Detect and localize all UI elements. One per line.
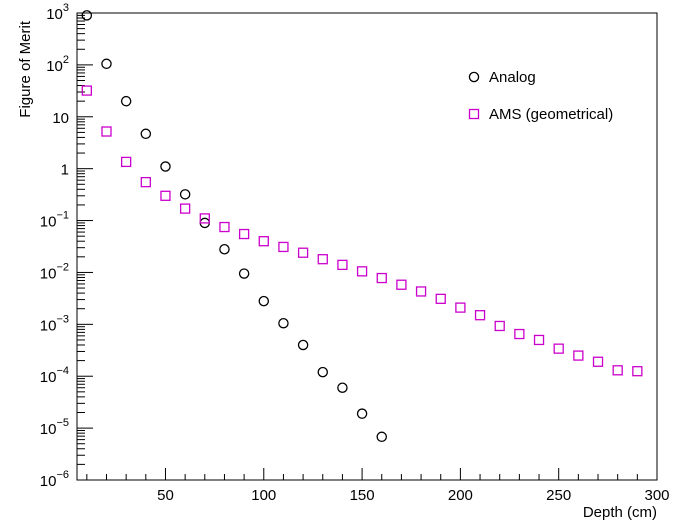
x-tick-label: 150 bbox=[350, 487, 375, 504]
ams-point bbox=[258, 236, 269, 247]
ams-point bbox=[199, 213, 210, 224]
analog-point bbox=[297, 339, 309, 351]
analog-point bbox=[160, 161, 171, 172]
analog-point bbox=[120, 95, 132, 107]
ams-point bbox=[376, 272, 387, 284]
ams-point bbox=[553, 343, 564, 354]
analog-point bbox=[140, 128, 152, 140]
axis-ticks bbox=[77, 12, 658, 481]
series-ams bbox=[81, 85, 643, 377]
y-tick-label: 102 bbox=[46, 54, 69, 75]
x-tick-label: 100 bbox=[251, 487, 276, 504]
y-tick-label: 10−2 bbox=[40, 261, 69, 282]
y-axis-label: Figure of Merit bbox=[17, 20, 34, 118]
ams-point bbox=[278, 241, 289, 253]
y-tick-label: 1 bbox=[61, 162, 69, 179]
legend: Analog AMS (geometrical) bbox=[468, 69, 613, 123]
tick-labels: 50 100 150 200 250 300 10−6 10−5 10−4 10−3 10−2 10−… bbox=[40, 2, 670, 504]
analog-point bbox=[356, 408, 368, 419]
analog-point bbox=[337, 382, 348, 393]
ams-point bbox=[297, 247, 309, 258]
y-tick-label: 10−5 bbox=[40, 417, 69, 438]
ams-point bbox=[435, 293, 446, 304]
ams-point bbox=[219, 221, 230, 233]
analog-point bbox=[219, 243, 230, 255]
ams-point bbox=[179, 203, 191, 214]
ams-point bbox=[356, 266, 368, 277]
ams-point bbox=[455, 302, 466, 313]
legend-ams-marker bbox=[468, 108, 480, 120]
ams-point bbox=[494, 320, 505, 332]
legend-analog-marker bbox=[468, 71, 480, 83]
ams-point bbox=[415, 286, 427, 297]
data-marks bbox=[81, 10, 643, 443]
y-tick-label: 103 bbox=[46, 2, 69, 23]
analog-point bbox=[278, 317, 289, 329]
ams-point bbox=[317, 254, 328, 265]
analog-point bbox=[179, 189, 191, 200]
x-tick-label: 300 bbox=[644, 487, 669, 504]
x-axis-label: Depth (cm) bbox=[583, 504, 657, 521]
ams-point bbox=[592, 356, 604, 367]
ams-point bbox=[238, 228, 250, 240]
y-tick-label: 10−6 bbox=[40, 469, 69, 490]
plot-frame bbox=[76, 12, 658, 481]
ams-point bbox=[573, 350, 584, 361]
ams-point bbox=[121, 156, 132, 168]
y-tick-label: 10−4 bbox=[40, 365, 69, 386]
x-tick-label: 200 bbox=[448, 487, 473, 504]
ams-point bbox=[632, 366, 643, 377]
series-analog bbox=[81, 10, 387, 443]
analog-point bbox=[238, 268, 250, 279]
y-tick-label: 10−1 bbox=[40, 210, 69, 231]
ams-point bbox=[612, 365, 623, 376]
legend-ams-label: AMS (geometrical) bbox=[489, 106, 613, 123]
ams-point bbox=[337, 259, 348, 271]
analog-point bbox=[376, 431, 387, 443]
x-tick-label: 250 bbox=[546, 487, 571, 504]
analog-point bbox=[317, 366, 329, 378]
y-tick-label: 10−3 bbox=[40, 313, 69, 334]
ams-point bbox=[514, 328, 525, 340]
analog-point bbox=[81, 10, 93, 21]
ams-point bbox=[81, 85, 92, 96]
analog-point bbox=[258, 295, 270, 307]
x-tick-label: 50 bbox=[157, 487, 174, 504]
y-tick-label: 10 bbox=[52, 110, 69, 127]
ams-point bbox=[101, 126, 112, 137]
legend-analog-label: Analog bbox=[489, 69, 536, 86]
ams-point bbox=[160, 190, 171, 201]
analog-point bbox=[101, 58, 112, 70]
ams-point bbox=[474, 310, 486, 321]
ams-point bbox=[140, 176, 151, 188]
ams-point bbox=[533, 334, 545, 346]
ams-point bbox=[396, 279, 407, 290]
